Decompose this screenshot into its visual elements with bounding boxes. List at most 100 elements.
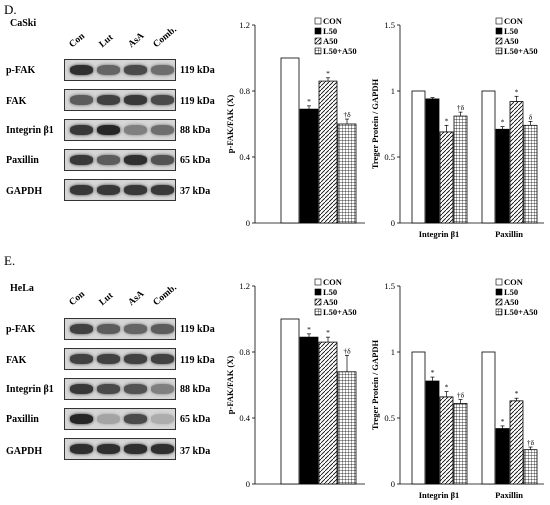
blot-band bbox=[124, 354, 147, 364]
bar bbox=[495, 128, 510, 224]
blot-band bbox=[70, 125, 93, 135]
legend-label: CON bbox=[504, 16, 524, 26]
significance-mark: †δ bbox=[457, 391, 465, 400]
blot-band bbox=[97, 444, 120, 454]
blot-band bbox=[124, 155, 147, 165]
chart-d-left: 0 0.4 0.8 1.2 p-FAK/FAK (X) * * †δ CONL50A50L50+… bbox=[225, 16, 365, 228]
legend-label: L50+A50 bbox=[323, 46, 357, 56]
bar bbox=[509, 400, 524, 485]
panel-letter: E. bbox=[4, 253, 16, 268]
significance-mark: †δ bbox=[457, 103, 465, 112]
y-axis-label: p-FAK/FAK (X) bbox=[225, 95, 235, 154]
panel-letter: D. bbox=[4, 2, 17, 17]
y-tick-label: 0.4 bbox=[239, 152, 250, 162]
significance-mark: * bbox=[501, 417, 505, 426]
y-axis-label: p-FAK/FAK (X) bbox=[225, 356, 235, 415]
significance-mark: †δ bbox=[527, 438, 535, 447]
bar bbox=[280, 318, 300, 485]
legend-swatch bbox=[495, 37, 503, 45]
significance-mark: * bbox=[326, 328, 330, 337]
legend-label: L50 bbox=[323, 287, 337, 297]
blot-strip bbox=[64, 438, 176, 460]
legend-swatch bbox=[495, 17, 503, 25]
legend-swatch bbox=[495, 298, 503, 306]
bar bbox=[425, 98, 440, 224]
blot-band bbox=[70, 384, 93, 394]
significance-mark: * bbox=[307, 97, 311, 106]
bar bbox=[299, 108, 319, 224]
bar bbox=[318, 80, 338, 224]
legend-label: CON bbox=[323, 16, 343, 26]
x-category-label: Integrin β1 bbox=[419, 229, 460, 239]
blot-band bbox=[97, 155, 120, 165]
blot-band bbox=[151, 384, 174, 394]
bar bbox=[481, 351, 496, 485]
legend-swatch bbox=[314, 37, 322, 45]
blot-strip bbox=[64, 408, 176, 430]
blot-label: p-FAK bbox=[6, 65, 36, 76]
bar bbox=[453, 115, 468, 224]
blot-label: FAK bbox=[6, 355, 27, 366]
legend-label: L50+A50 bbox=[323, 307, 357, 317]
y-tick-label: 0.8 bbox=[239, 86, 250, 96]
bar bbox=[411, 90, 426, 224]
blot-band bbox=[97, 414, 120, 424]
blot-band bbox=[151, 125, 174, 135]
kda-label: 119 kDa bbox=[180, 96, 215, 107]
chart-d-right: 0 0.5 1 1.5 Treger Protein / GAPDH * †δ Integri… bbox=[370, 16, 544, 239]
blot-band bbox=[151, 354, 174, 364]
y-tick-label: 1 bbox=[391, 347, 395, 357]
blot-band bbox=[151, 65, 174, 75]
y-tick-label: 1 bbox=[391, 86, 395, 96]
y-tick-label: 0.8 bbox=[239, 347, 250, 357]
blot-band bbox=[97, 324, 120, 334]
kda-label: 65 kDa bbox=[180, 414, 211, 425]
blot-band bbox=[70, 155, 93, 165]
y-tick-label: 0 bbox=[391, 479, 395, 489]
bar bbox=[509, 101, 524, 224]
blot-strip bbox=[64, 348, 176, 370]
legend-label: L50 bbox=[323, 26, 337, 36]
legend-label: CON bbox=[323, 277, 343, 287]
significance-mark: * bbox=[326, 69, 330, 78]
blot-band bbox=[97, 95, 120, 105]
blot-strip bbox=[64, 318, 176, 340]
x-category-label: Integrin β1 bbox=[419, 490, 460, 500]
bar bbox=[523, 124, 538, 224]
blot-band bbox=[124, 414, 147, 424]
blot-strip bbox=[64, 149, 176, 171]
blot-label: FAK bbox=[6, 96, 27, 107]
blot-label: Integrin β1 bbox=[6, 384, 54, 395]
y-tick-label: 0.4 bbox=[239, 413, 250, 423]
legend-swatch bbox=[495, 308, 503, 316]
blot-label: Paxillin bbox=[6, 414, 39, 425]
kda-label: 88 kDa bbox=[180, 125, 211, 136]
blot-label: Integrin β1 bbox=[6, 125, 54, 136]
blot-band bbox=[124, 444, 147, 454]
kda-label: 37 kDa bbox=[180, 446, 211, 457]
lane-label: Con bbox=[67, 31, 87, 50]
blot-band bbox=[70, 185, 93, 195]
bar bbox=[337, 371, 357, 485]
legend-swatch bbox=[495, 288, 503, 296]
blot-band bbox=[97, 185, 120, 195]
legend-swatch bbox=[314, 308, 322, 316]
y-tick-label: 0.5 bbox=[384, 413, 395, 423]
blot-band bbox=[124, 185, 147, 195]
y-tick-label: 0 bbox=[246, 479, 250, 489]
legend-label: L50+A50 bbox=[504, 307, 538, 317]
bar bbox=[425, 380, 440, 485]
blot-band bbox=[124, 125, 147, 135]
legend-swatch bbox=[314, 278, 322, 286]
bar bbox=[337, 123, 357, 224]
legend-swatch bbox=[314, 27, 322, 35]
significance-mark: * bbox=[307, 325, 311, 334]
y-axis-label: Treger Protein / GAPDH bbox=[370, 78, 380, 169]
blot-band bbox=[124, 65, 147, 75]
kda-label: 119 kDa bbox=[180, 65, 215, 76]
bar bbox=[280, 57, 300, 224]
legend-label: A50 bbox=[504, 36, 519, 46]
legend-label: CON bbox=[504, 277, 524, 287]
legend-swatch bbox=[314, 47, 322, 55]
y-tick-label: 0 bbox=[246, 218, 250, 228]
